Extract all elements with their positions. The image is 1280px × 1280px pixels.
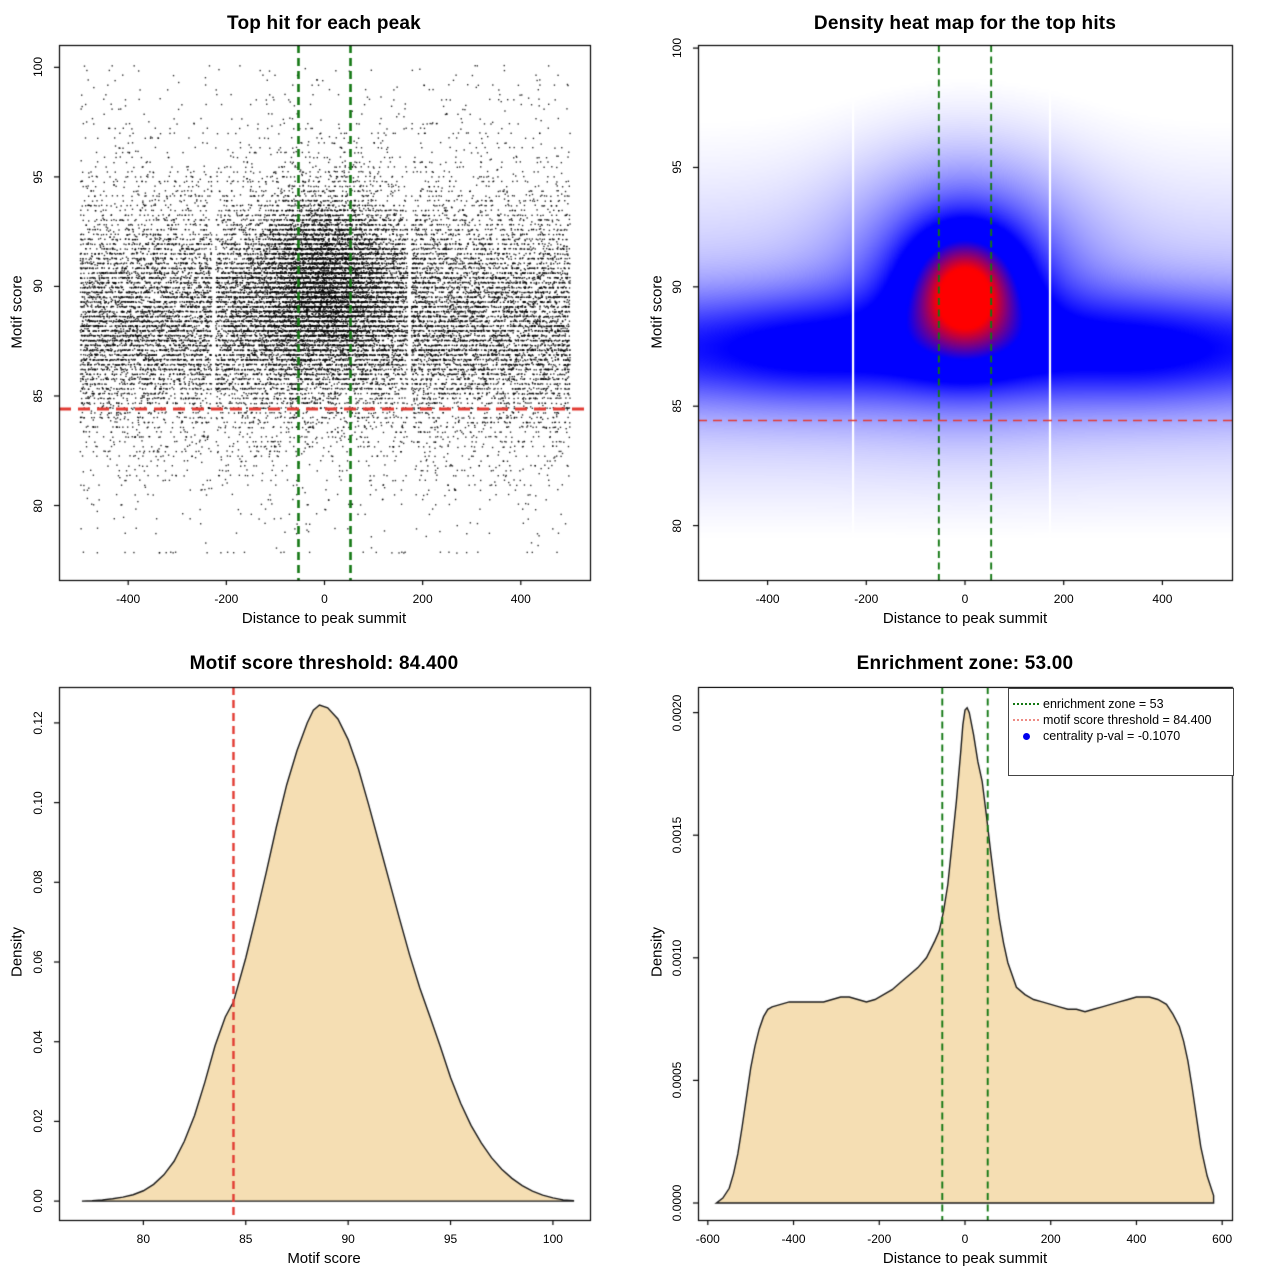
dotted-red-line-icon bbox=[1009, 719, 1043, 721]
heatmap-panel-title: Density heat map for the top hits bbox=[813, 13, 1117, 34]
y-tick-label: 0.02 bbox=[31, 1109, 45, 1134]
legend-box: enrichment zone = 53 motif score thresho… bbox=[1008, 688, 1234, 776]
blue-point-icon bbox=[1009, 732, 1043, 740]
y-tick-label: 0.0005 bbox=[670, 1062, 684, 1099]
distance-density-y-axis-label: Density bbox=[648, 926, 666, 978]
x-tick-label: 80 bbox=[136, 1232, 151, 1246]
distance-density-panel-title: Enrichment zone: 53.00 bbox=[856, 653, 1074, 674]
x-tick-label: -400 bbox=[755, 592, 780, 606]
dotted-green-line-icon bbox=[1009, 703, 1043, 705]
scatter-panel-title: Top hit for each peak bbox=[227, 13, 421, 34]
panel-distance-density: Enrichment zone: 53.00 Distance to peak … bbox=[640, 640, 1280, 1280]
legend-item-centrality-pval: centrality p-val = -0.1070 bbox=[1009, 728, 1233, 744]
x-tick-label: -200 bbox=[867, 1232, 892, 1246]
y-tick-label: 100 bbox=[670, 38, 684, 59]
panel-motif-score-density: Motif score threshold: 84.400 Motif scor… bbox=[0, 640, 640, 1280]
x-tick-label: 0 bbox=[321, 592, 328, 606]
y-tick-label: 0.04 bbox=[31, 1030, 45, 1054]
x-tick-label: 400 bbox=[1126, 1232, 1147, 1246]
x-tick-label: 85 bbox=[239, 1232, 253, 1246]
y-tick-label: 90 bbox=[670, 280, 684, 294]
x-tick-label: 0 bbox=[961, 1232, 969, 1246]
y-tick-label: 95 bbox=[31, 170, 45, 184]
legend-item-motif-score-threshold: motif score threshold = 84.400 bbox=[1009, 712, 1233, 728]
y-tick-label: 0.0015 bbox=[670, 816, 684, 854]
scatter-plot-canvas bbox=[0, 0, 640, 640]
legend-item-enrichment-zone: enrichment zone = 53 bbox=[1009, 696, 1233, 712]
x-tick-label: 200 bbox=[1040, 1232, 1061, 1246]
heatmap-y-axis-label: Motif score bbox=[648, 275, 666, 349]
x-tick-label: 400 bbox=[510, 592, 531, 606]
y-tick-label: 0.06 bbox=[31, 950, 45, 974]
y-tick-label: 90 bbox=[31, 279, 45, 294]
x-tick-label: 400 bbox=[1152, 592, 1173, 606]
legend-label: enrichment zone = 53 bbox=[1043, 697, 1164, 711]
motif-density-y-axis-label: Density bbox=[8, 926, 26, 978]
motif-density-panel-title: Motif score threshold: 84.400 bbox=[189, 653, 459, 674]
motif-density-canvas bbox=[0, 640, 640, 1280]
y-tick-label: 0.10 bbox=[31, 790, 45, 815]
y-tick-label: 0.12 bbox=[31, 711, 45, 735]
x-tick-label: -400 bbox=[781, 1232, 806, 1246]
y-tick-label: 0.0020 bbox=[670, 694, 684, 731]
y-tick-label: 0.0000 bbox=[670, 1184, 684, 1222]
y-tick-label: 95 bbox=[670, 160, 684, 175]
x-tick-label: -200 bbox=[854, 592, 879, 606]
y-tick-label: 80 bbox=[670, 518, 684, 533]
legend-label: centrality p-val = -0.1070 bbox=[1043, 729, 1181, 743]
y-tick-label: 85 bbox=[670, 399, 684, 413]
x-tick-label: -600 bbox=[695, 1232, 720, 1246]
x-tick-label: 600 bbox=[1212, 1232, 1233, 1246]
x-tick-label: -200 bbox=[214, 592, 239, 606]
x-tick-label: -400 bbox=[116, 592, 141, 606]
panel-heatmap: Density heat map for the top hits Distan… bbox=[640, 0, 1280, 640]
heatmap-canvas bbox=[640, 0, 1280, 640]
panel-scatter: Top hit for each peak Distance to peak s… bbox=[0, 0, 640, 640]
x-tick-label: 100 bbox=[542, 1232, 563, 1246]
legend-label: motif score threshold = 84.400 bbox=[1043, 713, 1212, 727]
distance-density-x-axis-label: Distance to peak summit bbox=[882, 1250, 1048, 1267]
y-tick-label: 80 bbox=[31, 498, 45, 513]
y-tick-label: 0.08 bbox=[31, 870, 45, 894]
motif-density-x-axis-label: Motif score bbox=[287, 1250, 361, 1267]
x-tick-label: 0 bbox=[961, 592, 969, 606]
y-tick-label: 0.0010 bbox=[670, 939, 684, 977]
x-tick-label: 95 bbox=[443, 1232, 458, 1246]
y-tick-label: 85 bbox=[31, 389, 45, 403]
x-tick-label: 200 bbox=[1053, 592, 1074, 606]
x-tick-label: 200 bbox=[412, 592, 433, 606]
x-tick-label: 90 bbox=[341, 1232, 355, 1246]
heatmap-x-axis-label: Distance to peak summit bbox=[882, 610, 1048, 627]
scatter-x-axis-label: Distance to peak summit bbox=[241, 610, 407, 627]
y-tick-label: 100 bbox=[31, 57, 45, 78]
scatter-y-axis-label: Motif score bbox=[8, 275, 26, 349]
y-tick-label: 0.00 bbox=[31, 1189, 45, 1213]
